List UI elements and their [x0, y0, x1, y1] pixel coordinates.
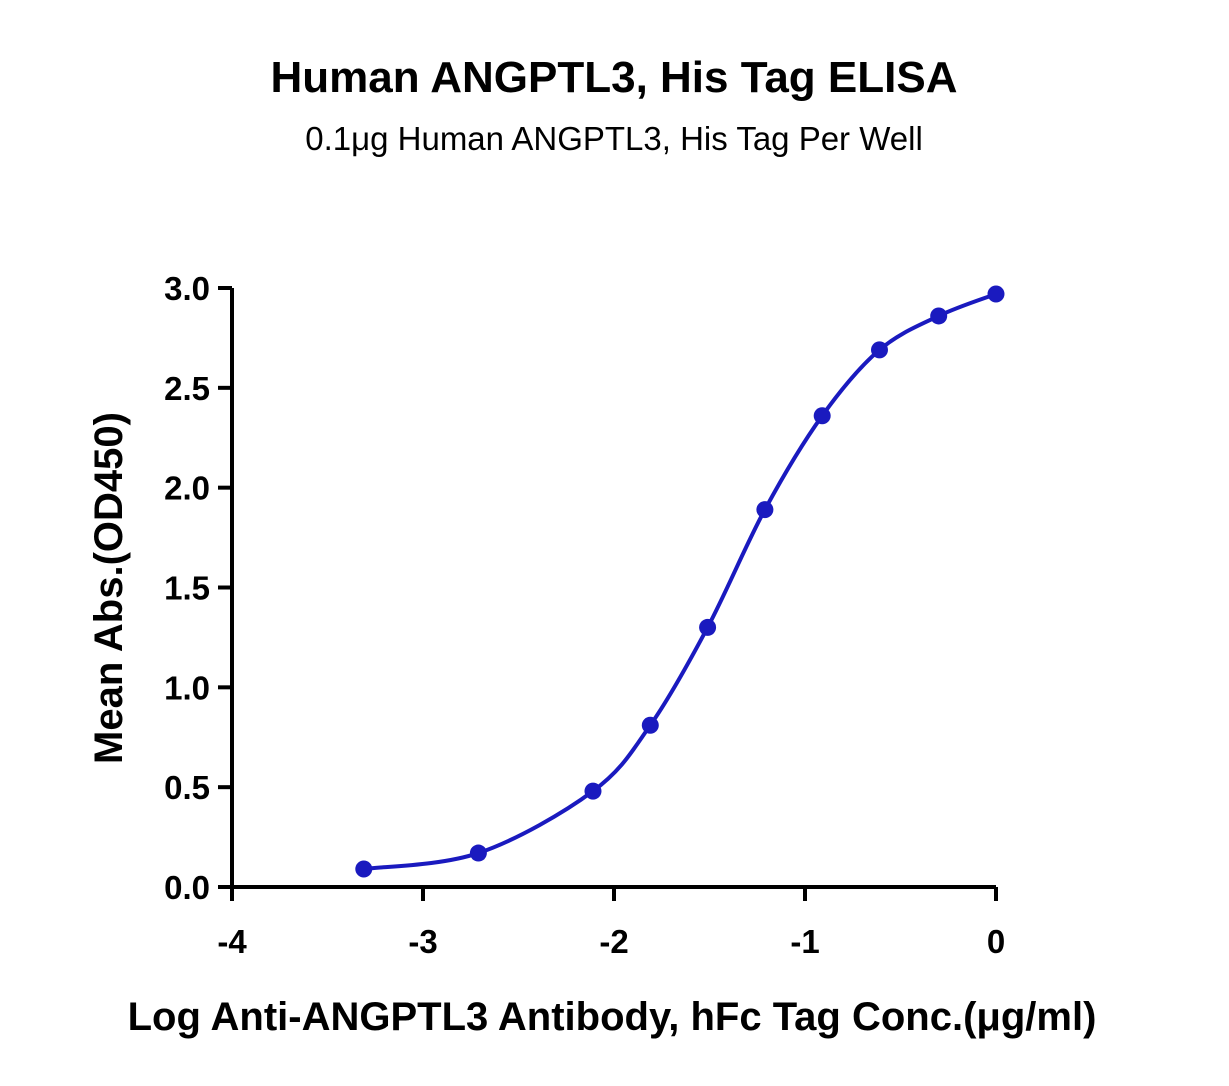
y-axis-label: Mean Abs.(OD450): [87, 412, 131, 764]
x-axis-label: Log Anti-ANGPTL3 Antibody, hFc Tag Conc.…: [128, 995, 1097, 1039]
data-point: [355, 860, 373, 878]
y-axis: 0.0 0.5 1.0 1.5 2.0 2.5 3.0: [164, 270, 234, 906]
x-axis: -4 -3 -2 -1 0: [217, 885, 1005, 960]
x-tick-label: 0: [987, 923, 1005, 960]
series-line: [361, 291, 998, 872]
x-tick-label: -1: [790, 923, 819, 960]
data-point: [641, 716, 659, 734]
chart-subtitle: 0.1μg Human ANGPTL3, His Tag Per Well: [305, 120, 923, 157]
y-tick-label: 2.5: [164, 370, 210, 407]
x-tick-label: -4: [217, 923, 247, 960]
y-tick-label: 1.0: [164, 669, 210, 706]
x-tick-label: -3: [408, 923, 437, 960]
series-layer: [355, 285, 1005, 878]
data-point: [756, 501, 774, 519]
data-point: [469, 844, 487, 862]
y-tick-label: 2.0: [164, 470, 210, 507]
y-tick-label: 3.0: [164, 270, 210, 307]
data-point: [870, 341, 888, 359]
chart-title: Human ANGPTL3, His Tag ELISA: [271, 53, 958, 102]
data-point: [930, 307, 948, 325]
data-point: [987, 285, 1005, 303]
data-point: [813, 407, 831, 425]
data-point: [584, 782, 602, 800]
data-point: [699, 618, 717, 636]
y-tick-label: 0.5: [164, 769, 210, 806]
y-tick-label: 0.0: [164, 869, 210, 906]
plot-area: 0.0 0.5 1.0 1.5 2.0 2.5 3.0 -4 -3 -2 -1 0: [164, 270, 1005, 960]
x-tick-label: -2: [599, 923, 628, 960]
y-tick-label: 1.5: [164, 570, 210, 607]
